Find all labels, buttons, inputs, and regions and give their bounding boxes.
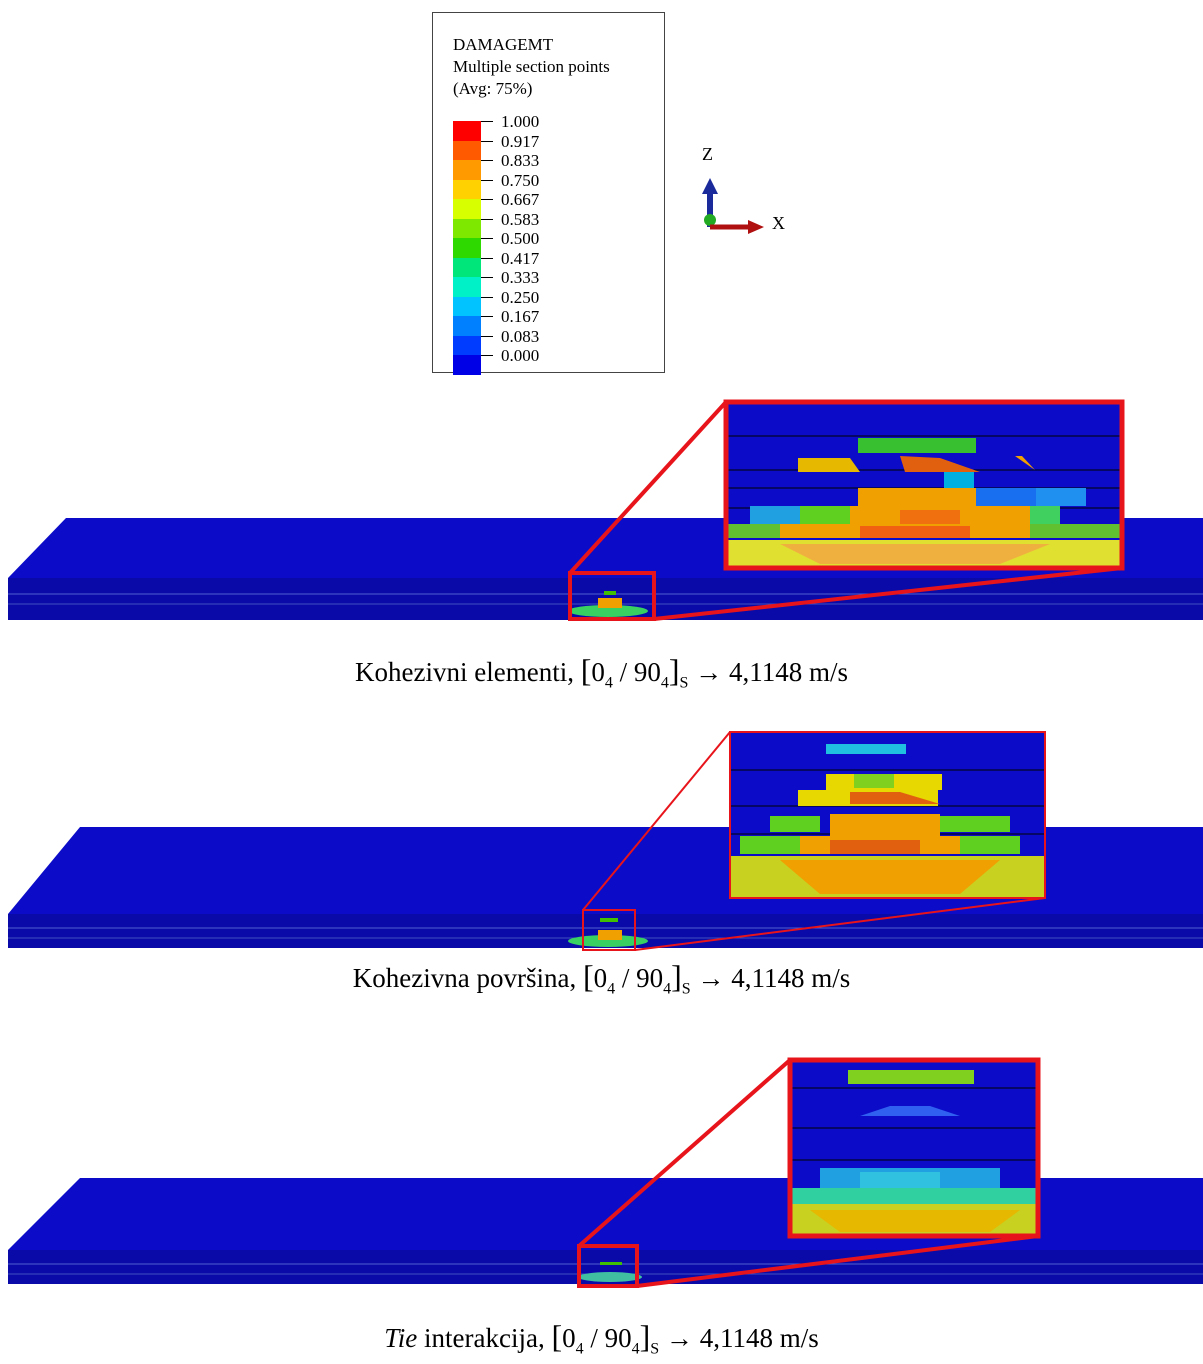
layup-count-a: 4 [607, 980, 616, 998]
legend-value: 0.917 [501, 131, 540, 151]
legend-subtitle: Multiple section points [453, 57, 610, 76]
legend-tick [481, 277, 493, 278]
axis-triad: Z X [696, 140, 806, 240]
x-axis-label: X [772, 213, 785, 233]
layup-angle-a: 0 [562, 1323, 576, 1353]
legend-tick [481, 179, 493, 181]
legend-tick [481, 199, 493, 200]
legend-value: 1.000 [501, 112, 540, 131]
zoom-inset [787, 1057, 1041, 1239]
legend-swatch [453, 179, 481, 199]
zoom-inset [729, 731, 1046, 899]
legend-tick [481, 140, 493, 142]
legend-value: 0.333 [501, 268, 540, 287]
legend-swatch [453, 160, 481, 180]
legend-swatch [453, 121, 481, 141]
contour-legend: DAMAGEMT Multiple section points (Avg: 7… [432, 12, 665, 375]
damage-contour-plot [8, 731, 1203, 951]
legend-swatch [453, 296, 481, 316]
zoom-indicator [577, 1058, 1039, 1288]
arrow-icon: → [665, 1323, 693, 1353]
legend-swatch [453, 257, 481, 277]
impact-velocity: 4,1148 m/s [699, 1323, 819, 1353]
legend-tick [481, 238, 493, 239]
legend-value: 0.750 [501, 170, 540, 190]
damage-contour-plot [8, 399, 1203, 621]
legend-value: 0.000 [501, 346, 540, 365]
symmetry-mark: S [681, 980, 691, 998]
legend-value: 0.083 [501, 326, 540, 346]
legend-tick [481, 316, 493, 317]
zoom-inset [723, 399, 1125, 571]
legend-tick [481, 121, 493, 122]
arrow-icon: → [697, 963, 725, 993]
layup-angle-b: 90 [636, 963, 664, 993]
legend-value: 0.167 [501, 307, 540, 326]
layup-count-a: 4 [575, 1340, 584, 1358]
legend-tick [481, 257, 493, 259]
arrow-icon: → [695, 657, 723, 687]
legend-value: 0.833 [501, 151, 540, 170]
legend-swatch [453, 316, 481, 336]
legend-tick [481, 296, 493, 298]
axis-arrows-icon [702, 178, 764, 234]
legend-swatch [453, 355, 481, 375]
caption-name-rest: interakcija, [417, 1323, 545, 1353]
legend-swatch [453, 277, 481, 297]
legend-value: 0.417 [501, 248, 540, 268]
legend-swatch [453, 218, 481, 238]
panel-cohesive-surface [0, 724, 1203, 954]
caption-name-italic: Tie [384, 1323, 418, 1353]
caption-tie-interaction: Tie interakcija, [04 / 904]S → 4,1148 m/… [384, 1318, 819, 1358]
layup-angle-a: 0 [593, 963, 608, 993]
panel-tie-interaction [0, 1050, 1203, 1300]
layup-angle-a: 0 [591, 657, 605, 687]
legend-color-bar [453, 121, 491, 375]
legend-value: 0.583 [501, 209, 540, 229]
legend-tick [481, 218, 493, 220]
legend-value: 0.250 [501, 287, 540, 307]
caption-cohesive-elements: Kohezivni elementi, [04 / 904]S → 4,1148… [355, 652, 848, 692]
zoom-indicator [582, 731, 1046, 951]
damage-contour-plot [8, 1057, 1203, 1288]
zoom-indicator [568, 400, 1123, 621]
legend-variable: DAMAGEMT [453, 35, 554, 54]
symmetry-mark: S [679, 674, 689, 692]
layup-angle-b: 90 [604, 1323, 632, 1353]
legend-averaging: (Avg: 75%) [453, 79, 533, 98]
layup-count-a: 4 [604, 674, 613, 692]
caption-name: Kohezivni elementi, [355, 657, 574, 687]
layup-count-b: 4 [663, 980, 672, 998]
legend-value: 0.667 [501, 190, 540, 209]
legend-value: 0.500 [501, 229, 540, 248]
legend-swatch [453, 140, 481, 160]
caption-name: Kohezivna površina, [352, 963, 577, 993]
layup-angle-b: 90 [633, 657, 661, 687]
z-axis-label: Z [702, 144, 713, 164]
legend-swatch [453, 335, 481, 355]
impact-velocity: 4,1148 m/s [728, 657, 848, 687]
legend-swatch [453, 199, 481, 219]
caption-cohesive-surface: Kohezivna površina, [04 / 904]S → 4,1148… [352, 958, 851, 998]
impact-velocity: 4,1148 m/s [731, 963, 851, 993]
legend-tick [481, 160, 493, 161]
panel-cohesive-elements [0, 398, 1203, 628]
legend-swatch [453, 238, 481, 258]
symmetry-mark: S [650, 1340, 660, 1358]
layup-count-b: 4 [660, 674, 669, 692]
legend-tick [481, 355, 493, 356]
layup-count-b: 4 [631, 1340, 640, 1358]
legend-tick [481, 335, 493, 337]
